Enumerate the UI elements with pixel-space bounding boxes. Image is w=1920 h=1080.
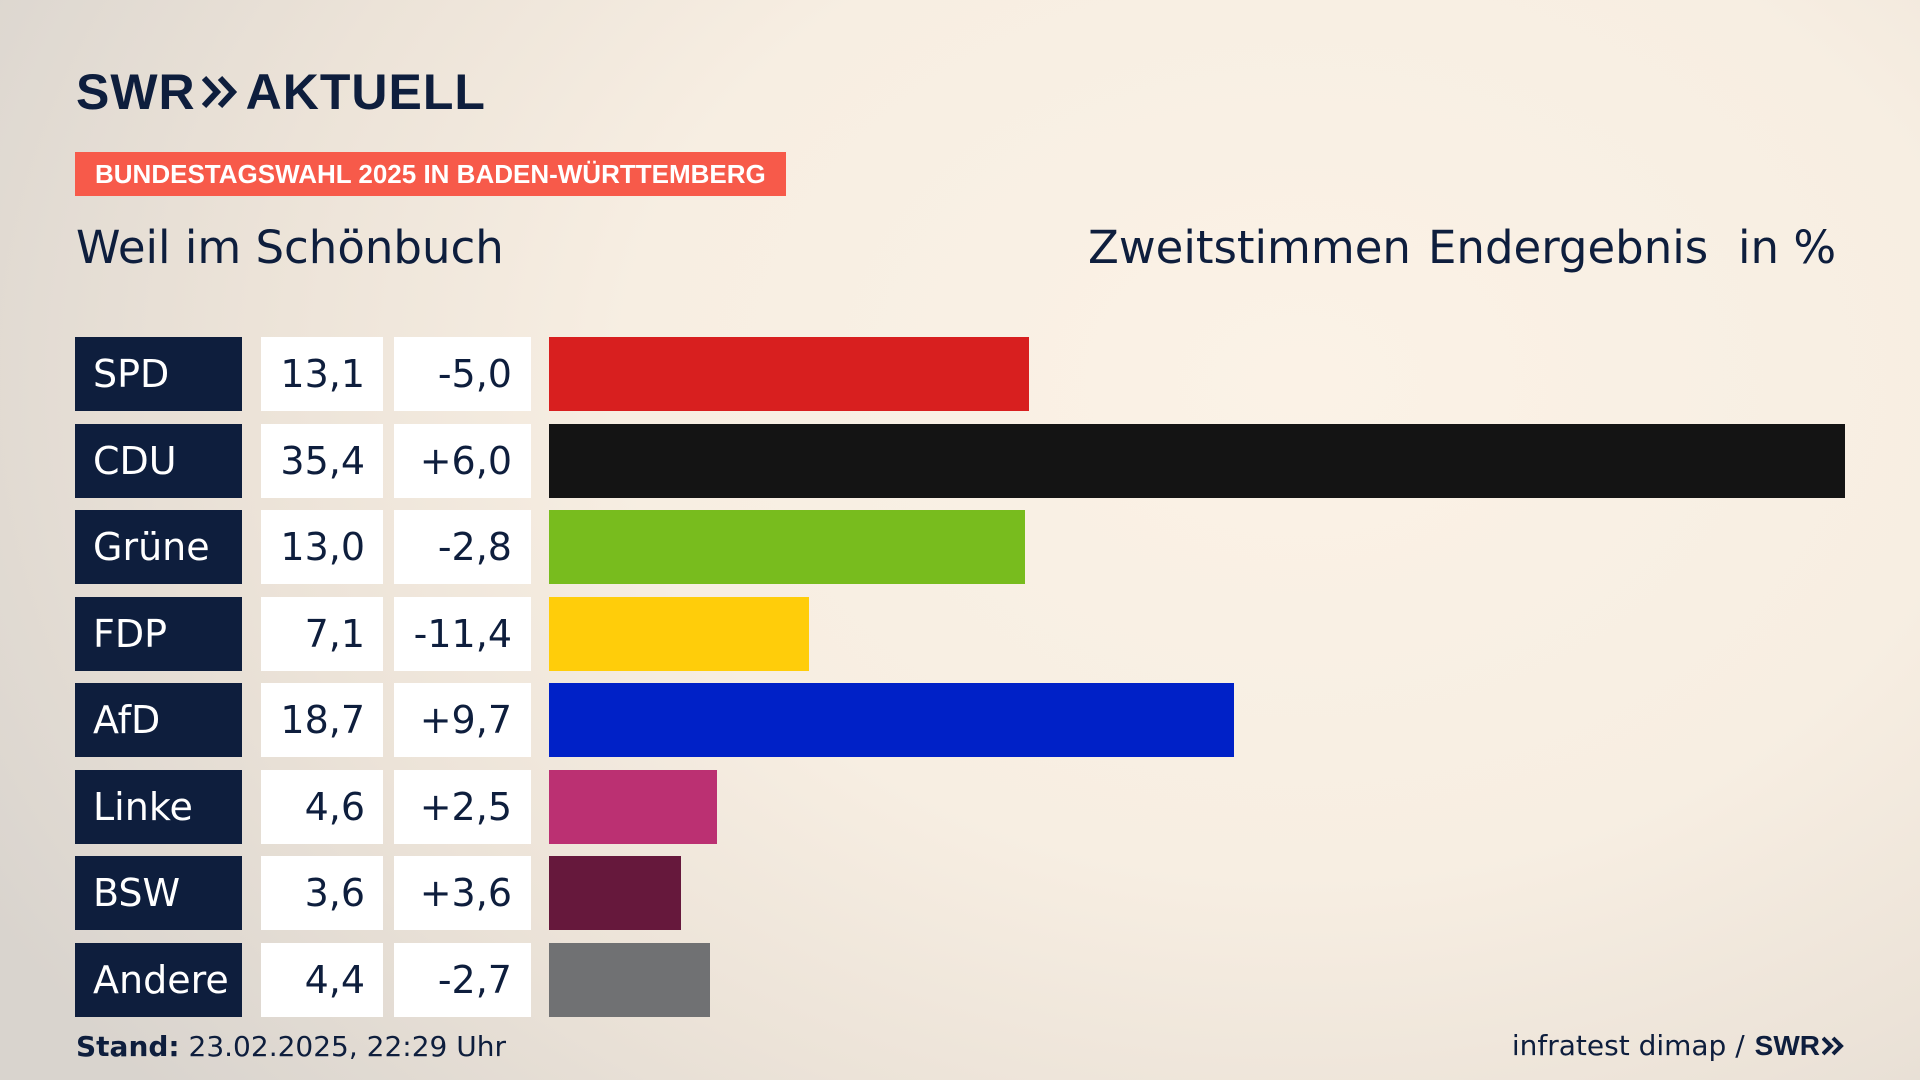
party-result: 18,7 [261, 683, 383, 757]
header-result-status: Endergebnis [1428, 221, 1709, 274]
party-change: +3,6 [394, 856, 531, 930]
party-result: 35,4 [261, 424, 383, 498]
footer-swr-text: SWR [1754, 1030, 1820, 1061]
party-label: SPD [75, 337, 242, 411]
party-change: +2,5 [394, 770, 531, 844]
party-change: -11,4 [394, 597, 531, 671]
party-result: 13,0 [261, 510, 383, 584]
swr-aktuell-logo: SWR AKTUELL [76, 64, 486, 120]
result-bar [549, 943, 710, 1017]
result-bar [549, 770, 717, 844]
result-bar [549, 510, 1025, 584]
double-chevron-icon [201, 75, 240, 109]
footer-source: infratest dimap / SWR [1512, 1029, 1844, 1063]
party-result: 4,4 [261, 943, 383, 1017]
party-change: +9,7 [394, 683, 531, 757]
party-change: -2,7 [394, 943, 531, 1017]
result-bar [549, 597, 809, 671]
result-bar [549, 337, 1029, 411]
header-unit: in % [1738, 221, 1837, 274]
result-bar [549, 856, 681, 930]
stand-label: Stand: [76, 1030, 180, 1063]
party-change: -2,8 [394, 510, 531, 584]
place-title: Weil im Schönbuch [76, 221, 504, 274]
party-change: +6,0 [394, 424, 531, 498]
result-bar [549, 424, 1845, 498]
party-label: BSW [75, 856, 242, 930]
party-label: CDU [75, 424, 242, 498]
party-label: Andere [75, 943, 242, 1017]
party-label: Linke [75, 770, 242, 844]
election-banner: BUNDESTAGSWAHL 2025 IN BADEN-WÜRTTEMBERG [75, 152, 786, 196]
party-label: Grüne [75, 510, 242, 584]
party-label: FDP [75, 597, 242, 671]
result-bar [549, 683, 1234, 757]
stand-value: 23.02.2025, 22:29 Uhr [188, 1030, 506, 1063]
footer-swr-logo: SWR [1755, 1029, 1844, 1063]
party-result: 7,1 [261, 597, 383, 671]
party-label: AfD [75, 683, 242, 757]
footer-stand: Stand: 23.02.2025, 22:29 Uhr [76, 1030, 506, 1064]
header-vote-type: Zweitstimmen [1088, 221, 1411, 274]
party-result: 3,6 [261, 856, 383, 930]
logo-aktuell-text: AKTUELL [245, 64, 486, 120]
party-result: 13,1 [261, 337, 383, 411]
logo-swr-text: SWR [76, 64, 196, 120]
party-result: 4,6 [261, 770, 383, 844]
party-change: -5,0 [394, 337, 531, 411]
source-text: infratest dimap / [1511, 1029, 1745, 1062]
